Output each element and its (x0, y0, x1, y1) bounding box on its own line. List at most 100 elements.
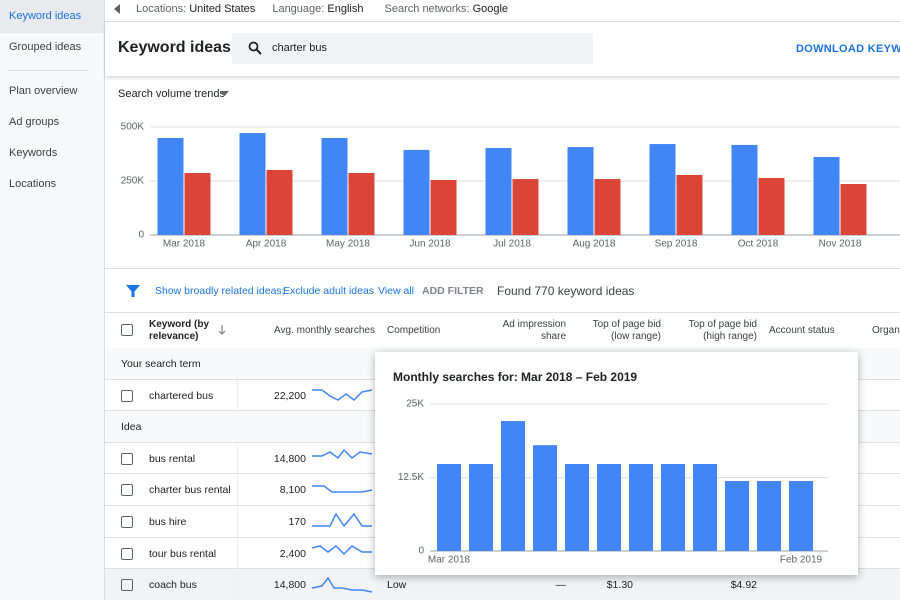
dropdown-arrow[interactable] (220, 91, 230, 97)
bar (501, 421, 525, 551)
view-all[interactable]: View all (378, 285, 414, 297)
active-item-bg (0, 0, 104, 33)
col-divider (237, 379, 238, 412)
sparkline (311, 545, 372, 556)
download-button[interactable]: DOWNLOAD KEYWORDS (796, 43, 900, 55)
nav-item[interactable]: Locations (9, 178, 57, 190)
x-tick-label: Nov 2018 (819, 239, 862, 250)
results-count: Found 770 keyword ideas (497, 284, 635, 298)
sparklines (311, 389, 373, 593)
col-divider (237, 506, 238, 538)
col-divider (237, 569, 238, 600)
sparkline (312, 485, 373, 493)
checkbox[interactable] (121, 389, 133, 402)
bar (512, 179, 539, 235)
col-divider (237, 537, 238, 570)
label: Locations: (136, 3, 187, 15)
y-tick-label: 25K (406, 399, 424, 410)
bar (649, 144, 676, 235)
bar (348, 173, 375, 235)
bar (813, 157, 840, 235)
value[interactable]: Google (472, 3, 509, 15)
checkbox[interactable] (121, 484, 133, 497)
x-tick-label: Feb 2019 (780, 555, 823, 566)
label: Language: (272, 3, 325, 15)
column-header[interactable]: Avg. monthly searches (274, 325, 375, 336)
bar (565, 463, 589, 551)
value[interactable]: English (327, 3, 364, 15)
sparkline (312, 448, 373, 460)
column-header[interactable]: Ad impression share (502, 319, 566, 342)
column-header[interactable]: Keyword (by relevance) (149, 319, 210, 342)
search-box[interactable] (232, 33, 593, 64)
cell: 2,400 (279, 547, 306, 560)
nav-item[interactable]: Plan overview (9, 85, 78, 97)
search-text[interactable]: charter bus (272, 42, 328, 54)
checkbox[interactable] (121, 547, 133, 560)
y-tick-label: 0 (138, 230, 144, 241)
bar (485, 147, 512, 235)
checkbox[interactable] (121, 324, 133, 336)
bar (629, 463, 653, 551)
bar (725, 481, 749, 551)
bar (789, 481, 813, 551)
popup: Monthly searches for: Mar 2018 – Feb 201… (375, 352, 858, 575)
popup-chart: Monthly searches for: Mar 2018 – Feb 201… (393, 370, 828, 566)
nav-item[interactable]: Grouped ideas (9, 41, 82, 53)
filter-suggestion[interactable]: Exclude adult ideas (283, 285, 375, 297)
cell: Low (387, 579, 407, 592)
bar (597, 463, 621, 551)
sparkline (311, 576, 373, 593)
column-header[interactable]: Organic (872, 325, 900, 336)
bar (533, 445, 557, 551)
search-icon (248, 41, 262, 55)
section-title: Your search term (121, 358, 201, 370)
bar (731, 144, 758, 235)
column-header[interactable]: Top of page bid (high range) (688, 319, 757, 342)
column-header[interactable]: Account status (769, 325, 835, 336)
x-tick-label: Aug 2018 (573, 239, 616, 250)
checkbox[interactable] (121, 516, 133, 528)
cell: 14,800 (273, 579, 306, 592)
bar (403, 149, 430, 235)
column-header[interactable]: Competition (387, 325, 441, 336)
bar (239, 133, 266, 235)
checkbox[interactable] (121, 452, 133, 465)
nav-item[interactable]: Keywords (9, 147, 58, 159)
cell: tour bus rental (149, 547, 217, 560)
cell: 22,200 (273, 389, 306, 402)
cell: $1.30 (606, 579, 633, 592)
y-tick-label: 500K (121, 122, 145, 133)
cell: 8,100 (279, 484, 306, 497)
bar (594, 179, 621, 235)
divider (8, 70, 88, 71)
col-divider (237, 442, 238, 475)
sparkline (312, 389, 373, 401)
filter-suggestion[interactable]: Show broadly related ideas; (155, 285, 285, 297)
page-title: Keyword ideas (118, 39, 231, 56)
back-icon[interactable] (113, 4, 121, 14)
sort-icon[interactable] (218, 325, 226, 335)
chart-dropdown[interactable]: Search volume trends (118, 88, 225, 100)
x-tick-label: Sep 2018 (655, 239, 698, 250)
bar (469, 463, 493, 551)
checkbox[interactable] (121, 579, 133, 592)
column-header[interactable]: Top of page bid (low range) (592, 319, 661, 342)
bar (757, 481, 781, 551)
x-tick-label: Apr 2018 (246, 239, 287, 250)
bar (840, 184, 867, 235)
nav-item[interactable]: Ad groups (9, 116, 60, 128)
add-filter[interactable]: ADD FILTER (422, 285, 484, 297)
bar (437, 463, 461, 551)
cell: bus rental (149, 452, 196, 465)
trend-chart: 0 250K 500K Mar 2018 Apr 2018 May 2018 Jun 201… (121, 122, 900, 250)
section-title: Idea (121, 421, 142, 434)
top-bar (105, 0, 900, 22)
filter-icon[interactable] (126, 284, 140, 298)
bar (693, 463, 717, 551)
cell: 170 (288, 516, 306, 528)
value[interactable]: United States (189, 3, 256, 15)
nav-item[interactable]: Keyword ideas (9, 10, 82, 22)
bar (184, 173, 211, 235)
